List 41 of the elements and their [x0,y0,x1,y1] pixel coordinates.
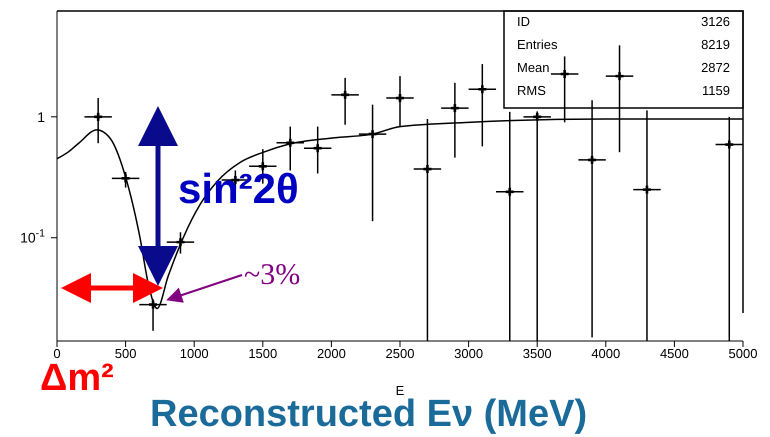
annotation: Mean [517,60,550,75]
point [532,112,542,122]
annotation: RMS [517,83,546,98]
x-tick-label: 1000 [180,346,209,362]
point [175,236,186,248]
point [284,137,296,148]
x-tick-label: 4000 [591,346,620,362]
x-tick-label: 5000 [728,346,758,362]
point [724,139,735,150]
x-tick-label: 1500 [248,346,278,362]
point [394,92,406,104]
point [148,299,158,310]
x-tick-label: 4500 [660,346,689,362]
x-tick-label: 3000 [454,346,484,362]
x-axis-title: E [396,383,405,398]
point [477,84,488,95]
annotation: 8219 [701,37,730,52]
point [340,90,350,100]
point [559,68,570,80]
point [642,184,652,195]
x-tick-label: 2000 [316,346,346,362]
annotation: 2872 [701,60,730,75]
annotation: 3126 [701,14,730,29]
point [367,128,378,140]
y-tick-label: 10$^{-1}$ [20,228,46,246]
annotation: ID [517,14,530,29]
x-tick-label: 500 [114,346,136,362]
point [92,112,104,122]
point [504,186,516,198]
y-tick-label: 1 [37,108,46,125]
point [450,102,460,114]
point [312,142,323,154]
point [422,164,433,174]
x-tick-label: 2500 [386,346,414,362]
annotation: 1159 [702,83,730,98]
annotation: Entries [517,37,558,52]
point [120,173,131,184]
point [614,70,625,82]
x-tick-label: 3500 [522,346,552,362]
point [586,154,598,166]
annotation: ~3% [244,258,300,291]
